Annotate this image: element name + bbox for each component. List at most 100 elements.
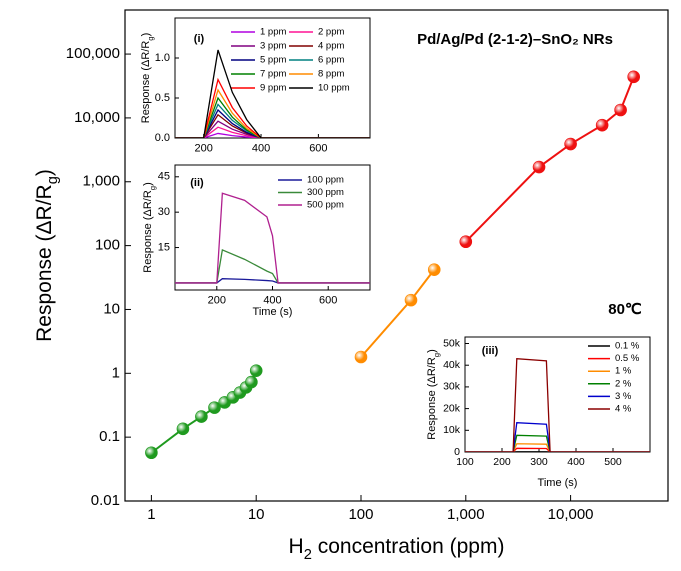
x-tick-label: 300 [530, 456, 548, 468]
legend-label: 8 ppm [318, 69, 344, 80]
y-tick-label: 30 [158, 206, 170, 218]
legend-label: 6 ppm [318, 55, 344, 66]
data-point [627, 70, 640, 84]
y-axis-label-part: ) [140, 33, 152, 37]
legend-label: 500 ppm [307, 200, 344, 211]
y-tick-label: 20k [443, 402, 461, 414]
x-tick-label: 600 [319, 294, 337, 306]
legend-label: 1 ppm [260, 27, 286, 38]
y-tick-label: 10,000 [74, 109, 120, 126]
x-axis-label: H2 concentration (ppm) [289, 535, 505, 563]
y-axis-label: Response (ΔR/Rg) [140, 33, 155, 124]
x-tick-label: 600 [309, 142, 327, 154]
inset-frame [464, 336, 651, 453]
y-axis-label-part: g [432, 353, 441, 357]
y-tick-label: 100,000 [66, 45, 120, 62]
x-axis-label-part: H [289, 535, 304, 558]
series-line [465, 422, 650, 452]
data-point [404, 293, 418, 307]
x-tick-label: 400 [252, 142, 270, 154]
y-tick-label: 100 [95, 237, 120, 254]
x-tick-label: 10 [248, 506, 265, 523]
data-point [459, 235, 473, 249]
y-axis-label-part: Response (ΔR/R [33, 184, 56, 342]
inset-tag: (i) [194, 33, 205, 45]
y-axis-label-part: ) [142, 182, 154, 186]
series-line [465, 443, 650, 452]
y-axis-label-part: ) [33, 169, 56, 176]
legend-label: 0.5 % [615, 353, 640, 364]
legend-label: 4 % [615, 404, 632, 415]
series-line [360, 269, 436, 358]
y-tick-label: 40k [443, 359, 461, 371]
legend-label: 2 % [615, 378, 632, 389]
y-tick-label: 45 [158, 171, 170, 183]
inset-tag: (ii) [190, 177, 204, 189]
series-line [175, 103, 370, 138]
legend-label: 5 ppm [260, 55, 286, 66]
y-axis-label-part: Response (ΔR/R [142, 190, 154, 273]
x-axis-label: Time (s) [253, 306, 293, 318]
y-tick-label: 50k [443, 337, 461, 349]
series-line [175, 49, 370, 138]
data-point [614, 103, 627, 117]
legend-label: 3 ppm [260, 41, 286, 52]
legend-label: 3 % [615, 391, 632, 402]
y-tick-label: 0.1 [99, 428, 120, 445]
legend-label: 10 ppm [318, 83, 350, 94]
x-tick-label: 1 [147, 506, 155, 523]
x-tick-label: 500 [604, 456, 622, 468]
y-axis-label-part: g [148, 186, 157, 190]
y-tick-label: 1 [112, 364, 120, 381]
y-tick-label: 0.0 [155, 132, 170, 144]
y-axis-label-part: ) [426, 349, 438, 353]
x-tick-label: 1,000 [447, 506, 485, 523]
data-point [145, 446, 158, 460]
y-tick-label: 0 [454, 446, 460, 458]
data-point [245, 375, 258, 389]
y-axis-label: Response (ΔR/Rg) [33, 169, 61, 342]
y-tick-label: 15 [158, 241, 170, 253]
series-line [175, 126, 370, 138]
series-line [465, 434, 650, 452]
legend-label: 1 % [615, 366, 632, 377]
series-line [175, 96, 370, 138]
series-line [465, 447, 650, 452]
data-point [354, 350, 368, 364]
x-tick-label: 100 [456, 456, 474, 468]
y-tick-label: 10k [443, 424, 461, 436]
series-line [465, 358, 650, 452]
series-line [175, 88, 370, 138]
series-line [465, 76, 635, 243]
inset-frame [174, 164, 371, 291]
inset-tag: (iii) [482, 345, 499, 357]
x-tick-label: 200 [493, 456, 511, 468]
y-tick-label: 1.0 [155, 52, 170, 64]
data-point [176, 422, 190, 436]
y-axis-label-part: g [146, 36, 155, 40]
data-point [427, 263, 441, 276]
y-axis-label-part: g [45, 176, 61, 184]
series-line [175, 108, 370, 138]
x-tick-label: 400 [567, 456, 585, 468]
series-line [175, 120, 370, 138]
x-axis-label: Time (s) [538, 477, 578, 489]
x-tick-label: 200 [208, 294, 226, 306]
temperature-annotation: 80℃ [608, 301, 642, 318]
data-point [595, 118, 609, 132]
chart-title: Pd/Ag/Pd (2-1-2)–SnO₂ NRs [417, 31, 613, 48]
y-tick-label: 30k [443, 381, 461, 393]
series-line [175, 77, 370, 138]
series-line [175, 113, 370, 138]
y-tick-label: 0.01 [91, 492, 120, 509]
x-axis-label-part: Time (s) [253, 306, 293, 318]
x-axis-label-part: 2 [304, 547, 312, 563]
y-axis-label-part: Response (ΔR/R [140, 41, 152, 124]
data-point [195, 410, 208, 423]
legend-label: 4 ppm [318, 41, 344, 52]
x-axis-label-part: concentration (ppm) [312, 535, 505, 558]
x-tick-label: 200 [194, 142, 212, 154]
x-tick-label: 10,000 [548, 506, 594, 523]
x-tick-label: 100 [348, 506, 373, 523]
y-tick-label: 10 [103, 300, 120, 317]
